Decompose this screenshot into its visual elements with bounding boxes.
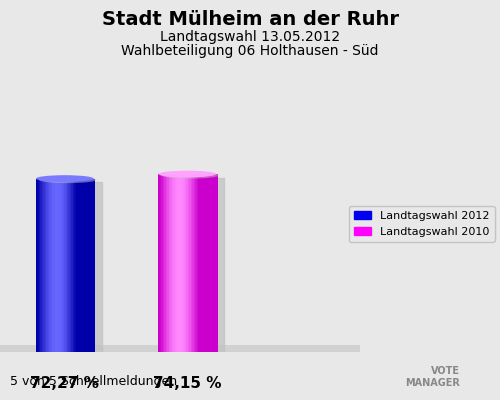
Bar <box>94 178 96 352</box>
Bar <box>66 178 68 352</box>
Bar <box>185 174 187 352</box>
Bar <box>191 174 192 352</box>
Bar <box>70 178 72 352</box>
Bar <box>214 174 216 352</box>
Bar <box>0 345 360 359</box>
Bar <box>51 178 52 352</box>
Bar <box>168 174 170 352</box>
Text: VOTE
MANAGER: VOTE MANAGER <box>405 366 460 388</box>
Bar <box>208 174 210 352</box>
Bar <box>172 174 173 352</box>
Bar <box>48 178 50 352</box>
Bar <box>197 174 198 352</box>
Bar <box>55 178 57 352</box>
Bar <box>39 178 41 352</box>
Text: 5 von 5 Schnellmeldungen: 5 von 5 Schnellmeldungen <box>10 375 177 388</box>
Polygon shape <box>166 178 224 356</box>
Bar <box>164 174 166 352</box>
Bar <box>198 174 200 352</box>
Bar <box>192 174 194 352</box>
Bar <box>186 174 188 352</box>
Bar <box>64 178 66 352</box>
Bar <box>76 178 78 352</box>
Bar <box>174 174 176 352</box>
Bar <box>46 178 48 352</box>
Text: Landtagswahl 13.05.2012: Landtagswahl 13.05.2012 <box>160 30 340 44</box>
Bar <box>173 174 175 352</box>
Bar <box>84 178 86 352</box>
Bar <box>67 178 69 352</box>
Text: 72,27 %: 72,27 % <box>30 376 99 391</box>
Bar <box>88 178 90 352</box>
Bar <box>68 178 70 352</box>
Bar <box>89 178 91 352</box>
Bar <box>162 174 163 352</box>
Bar <box>90 178 92 352</box>
Text: 74,15 %: 74,15 % <box>153 376 222 391</box>
Text: Wahlbeteiligung 06 Holthausen - Süd: Wahlbeteiligung 06 Holthausen - Süd <box>121 44 379 58</box>
Bar <box>212 174 214 352</box>
Bar <box>210 174 212 352</box>
Bar <box>178 174 180 352</box>
Bar <box>196 174 197 352</box>
Bar <box>74 178 76 352</box>
Bar <box>204 174 206 352</box>
Bar <box>168 174 169 352</box>
Bar <box>56 178 58 352</box>
Bar <box>45 178 46 352</box>
Bar <box>213 174 215 352</box>
Bar <box>72 178 73 352</box>
Bar <box>36 178 38 352</box>
Bar <box>60 178 62 352</box>
Bar <box>84 178 85 352</box>
Bar <box>194 174 196 352</box>
Bar <box>158 174 160 352</box>
Bar <box>206 174 208 352</box>
Bar <box>58 178 60 352</box>
Bar <box>202 174 204 352</box>
Bar <box>80 178 82 352</box>
Bar <box>163 174 164 352</box>
Bar <box>170 174 172 352</box>
Bar <box>38 178 40 352</box>
Polygon shape <box>44 182 102 356</box>
Bar <box>180 174 182 352</box>
Ellipse shape <box>162 172 219 178</box>
Text: Stadt Mülheim an der Ruhr: Stadt Mülheim an der Ruhr <box>102 10 399 29</box>
Bar <box>92 178 94 352</box>
Bar <box>82 178 84 352</box>
Bar <box>216 174 218 352</box>
Ellipse shape <box>158 171 216 178</box>
Ellipse shape <box>36 175 94 182</box>
Bar <box>182 174 184 352</box>
Bar <box>73 178 74 352</box>
Bar <box>176 174 178 352</box>
Bar <box>54 178 56 352</box>
Bar <box>40 178 42 352</box>
Bar <box>52 178 54 352</box>
Bar <box>61 178 63 352</box>
Bar <box>184 174 186 352</box>
Bar <box>78 178 79 352</box>
Bar <box>86 178 88 352</box>
Bar <box>200 174 202 352</box>
Bar <box>160 174 162 352</box>
Legend: Landtagswahl 2012, Landtagswahl 2010: Landtagswahl 2012, Landtagswahl 2010 <box>348 206 494 242</box>
Bar <box>207 174 209 352</box>
Bar <box>79 178 80 352</box>
Bar <box>50 178 51 352</box>
Bar <box>190 174 191 352</box>
Bar <box>166 174 168 352</box>
Ellipse shape <box>39 176 96 183</box>
Bar <box>188 174 190 352</box>
Bar <box>42 178 43 352</box>
Bar <box>201 174 203 352</box>
Bar <box>179 174 181 352</box>
Bar <box>44 178 45 352</box>
Bar <box>62 178 64 352</box>
